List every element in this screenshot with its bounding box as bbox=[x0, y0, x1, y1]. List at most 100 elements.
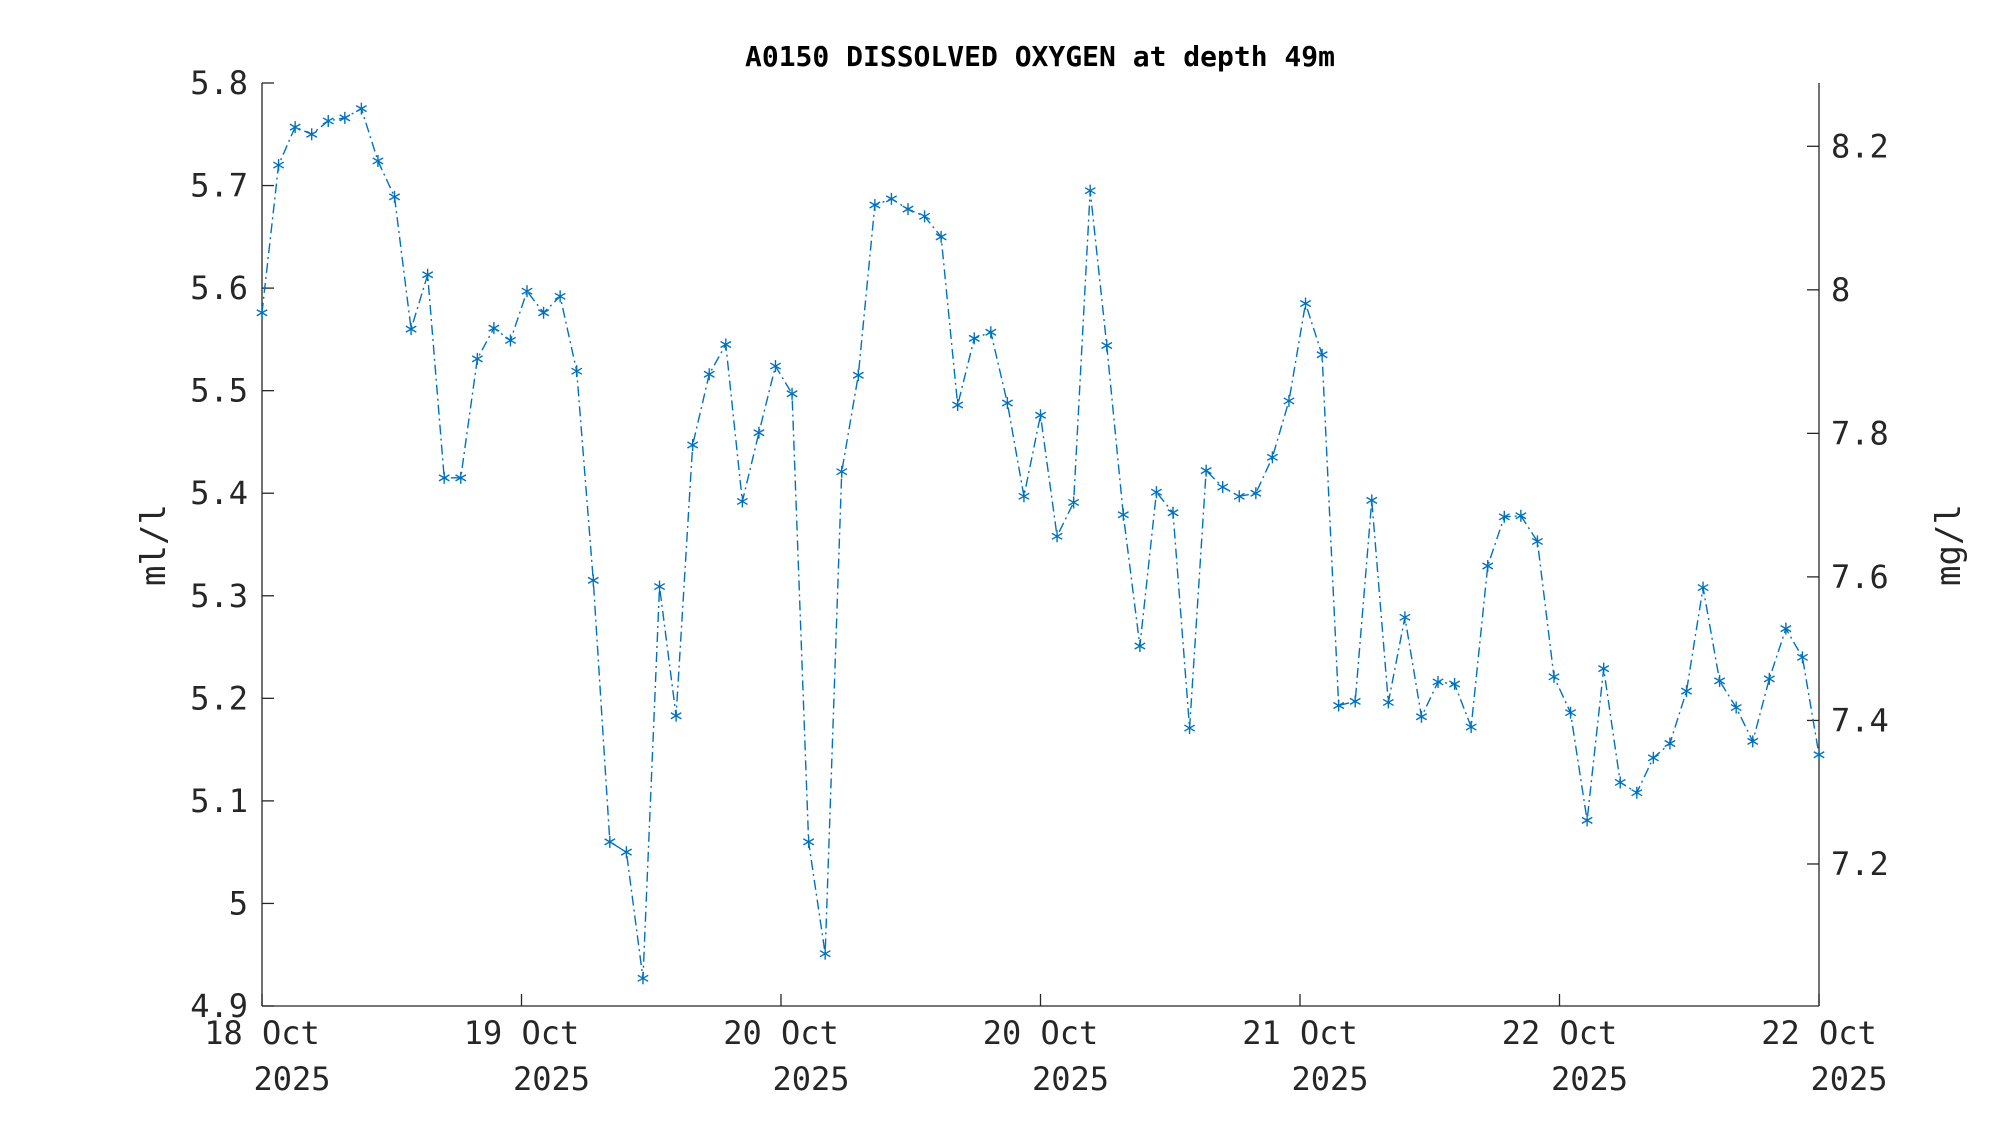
data-point-marker bbox=[803, 835, 815, 848]
y-tick-label-left: 4.9 bbox=[190, 987, 248, 1025]
data-point-marker bbox=[869, 199, 881, 212]
data-point-marker bbox=[1415, 710, 1428, 723]
data-point-marker bbox=[1101, 339, 1113, 352]
data-point-marker bbox=[1134, 640, 1146, 653]
data-point-marker bbox=[1051, 530, 1063, 543]
data-point-marker bbox=[753, 426, 765, 439]
data-point-marker bbox=[1432, 675, 1444, 688]
data-line bbox=[261, 107, 1820, 979]
y-tick-label-left: 5.8 bbox=[190, 64, 248, 102]
data-point-marker bbox=[1482, 560, 1494, 573]
data-point-marker bbox=[786, 387, 798, 400]
x-tick-label-day: 20 Oct bbox=[723, 1014, 839, 1052]
data-point-marker bbox=[1250, 487, 1262, 500]
data-point-marker bbox=[1598, 662, 1610, 675]
data-point-marker bbox=[952, 399, 964, 412]
data-point-marker bbox=[1680, 685, 1693, 698]
y-tick-label-left: 5.5 bbox=[190, 372, 248, 410]
data-point-marker bbox=[422, 268, 434, 281]
data-point-marker bbox=[1747, 735, 1759, 748]
data-point-marker bbox=[836, 465, 848, 478]
x-tick-label-day: 22 Oct bbox=[1761, 1014, 1877, 1052]
data-point-marker bbox=[1631, 786, 1643, 799]
data-point-marker bbox=[620, 846, 632, 859]
data-point-marker bbox=[604, 835, 616, 848]
y-tick-label-left: 5.1 bbox=[190, 782, 248, 820]
data-point-marker bbox=[1018, 490, 1030, 503]
data-point-marker bbox=[902, 203, 914, 216]
data-point-marker bbox=[438, 471, 450, 484]
data-point-marker bbox=[1531, 535, 1543, 548]
data-point-marker bbox=[339, 111, 351, 124]
x-tick-label-day: 18 Oct bbox=[204, 1014, 320, 1052]
data-point-marker bbox=[1498, 510, 1510, 523]
data-point-marker bbox=[1299, 297, 1312, 310]
y-tick-label-left: 5.6 bbox=[190, 269, 248, 307]
x-tick-label-year: 2025 bbox=[1291, 1060, 1368, 1098]
data-point-marker bbox=[1763, 672, 1775, 685]
data-point-marker bbox=[1316, 348, 1328, 361]
x-tick-label-day: 22 Oct bbox=[1502, 1014, 1618, 1052]
y-tick-label-left: 5 bbox=[229, 884, 248, 922]
y-tick-label-right: 7.6 bbox=[1831, 558, 1889, 596]
x-tick-label-year: 2025 bbox=[253, 1060, 330, 1098]
data-point-marker bbox=[1697, 581, 1709, 594]
data-point-marker bbox=[388, 190, 401, 203]
data-point-marker bbox=[1813, 748, 1825, 761]
data-point-marker bbox=[521, 285, 533, 298]
x-tick-label-day: 20 Oct bbox=[983, 1014, 1099, 1052]
data-point-marker bbox=[1333, 699, 1345, 712]
data-point-marker bbox=[1449, 677, 1461, 690]
data-point-marker bbox=[885, 192, 897, 205]
data-point-marker bbox=[1366, 494, 1378, 507]
y-tick-label-right: 7.2 bbox=[1831, 845, 1889, 883]
data-point-marker bbox=[1515, 509, 1527, 522]
data-point-marker bbox=[687, 439, 699, 452]
x-tick-label-year: 2025 bbox=[1032, 1060, 1109, 1098]
data-point-marker bbox=[670, 709, 682, 722]
data-point-marker bbox=[455, 471, 467, 484]
data-point-marker bbox=[1664, 737, 1676, 750]
chart-title: A0150 DISSOLVED OXYGEN at depth 49m bbox=[745, 40, 1335, 73]
data-point-marker bbox=[256, 306, 268, 319]
data-point-marker bbox=[1184, 722, 1196, 735]
data-point-marker bbox=[272, 159, 285, 172]
data-point-marker bbox=[720, 338, 732, 351]
data-point-marker bbox=[1233, 490, 1245, 503]
data-point-marker bbox=[322, 114, 334, 127]
y-tick-label-right: 8 bbox=[1831, 271, 1850, 309]
data-point-marker bbox=[1564, 706, 1577, 719]
data-point-marker bbox=[405, 323, 417, 336]
x-tick-label-year: 2025 bbox=[1551, 1060, 1628, 1098]
data-point-marker bbox=[1117, 508, 1129, 521]
data-point-marker bbox=[587, 574, 599, 587]
data-point-marker bbox=[1382, 696, 1394, 709]
data-point-marker bbox=[1200, 464, 1212, 477]
x-tick-label-year: 2025 bbox=[772, 1060, 849, 1098]
x-tick-label-day: 19 Oct bbox=[464, 1014, 580, 1052]
data-point-marker bbox=[1548, 670, 1560, 683]
data-point-marker bbox=[1730, 701, 1742, 714]
data-point-marker bbox=[488, 322, 500, 335]
data-point-marker bbox=[1796, 651, 1809, 664]
data-point-marker bbox=[289, 121, 301, 134]
y-tick-label-right: 7.4 bbox=[1831, 701, 1889, 739]
data-point-marker bbox=[1001, 396, 1013, 409]
data-point-marker bbox=[769, 360, 782, 373]
data-point-marker bbox=[355, 102, 367, 115]
data-point-marker bbox=[1283, 394, 1295, 407]
data-point-marker bbox=[306, 128, 318, 141]
data-point-marker bbox=[819, 947, 831, 960]
y-tick-label-left: 5.4 bbox=[190, 474, 248, 512]
data-point-marker bbox=[1714, 674, 1726, 687]
x-tick-label-year: 2025 bbox=[513, 1060, 590, 1098]
data-point-marker bbox=[703, 368, 715, 381]
y-tick-label-left: 5.7 bbox=[190, 167, 248, 205]
data-point-marker bbox=[1399, 611, 1411, 624]
y-tick-label-right: 8.2 bbox=[1831, 127, 1889, 165]
data-point-marker bbox=[554, 290, 566, 303]
data-point-marker bbox=[968, 332, 980, 345]
y-axis-label-right: mg/l bbox=[1929, 504, 1969, 586]
y-tick-label-left: 5.2 bbox=[190, 679, 248, 717]
